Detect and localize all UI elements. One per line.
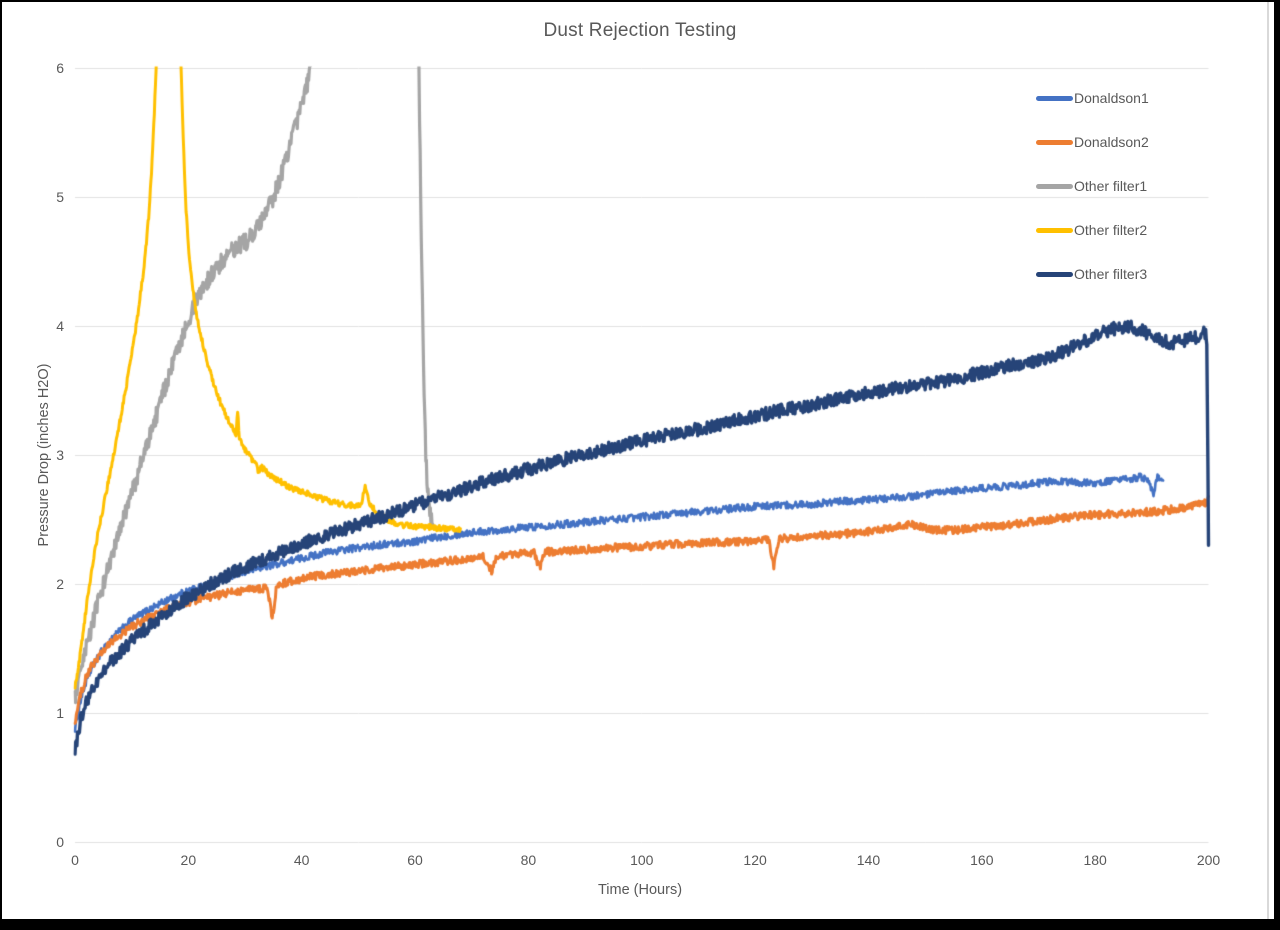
x-tick-label: 0 xyxy=(71,852,79,868)
x-tick-label: 20 xyxy=(180,852,197,868)
screen-border-top xyxy=(0,0,1280,2)
legend-label: Donaldson1 xyxy=(1074,90,1149,106)
legend-line-swatch xyxy=(1036,95,1073,101)
legend-line-swatch xyxy=(1036,227,1073,233)
x-tick-label: 80 xyxy=(520,852,537,868)
plot-area-right-border xyxy=(1267,2,1269,919)
y-tick-label: 6 xyxy=(56,60,64,76)
y-tick-label: 1 xyxy=(56,705,64,721)
x-tick-label: 120 xyxy=(743,852,767,868)
y-tick-label: 4 xyxy=(56,318,64,334)
legend-item-other-filter1: Other filter1 xyxy=(1036,164,1149,208)
x-tick-label: 200 xyxy=(1196,852,1221,868)
y-tick-label: 5 xyxy=(56,189,64,205)
screen-border-left xyxy=(0,0,2,930)
legend-line-swatch xyxy=(1036,183,1073,189)
screen-border-right xyxy=(1274,0,1280,930)
legend-item-other-filter3: Other filter3 xyxy=(1036,252,1149,296)
y-tick-label: 3 xyxy=(56,447,64,463)
x-tick-label: 140 xyxy=(856,852,881,868)
legend-item-other-filter2: Other filter2 xyxy=(1036,208,1149,252)
legend-label: Other filter1 xyxy=(1074,178,1148,194)
x-tick-label: 180 xyxy=(1083,852,1107,868)
screen-border-bottom xyxy=(0,919,1280,930)
chart-title: Dust Rejection Testing xyxy=(543,20,737,41)
y-tick-label: 0 xyxy=(56,834,64,850)
legend-item-donaldson2: Donaldson2 xyxy=(1036,120,1149,164)
legend-item-donaldson1: Donaldson1 xyxy=(1036,76,1149,120)
chart-legend: Donaldson1 Donaldson2 Other filter1 Other f… xyxy=(1036,76,1149,296)
x-tick-label: 100 xyxy=(630,852,654,868)
legend-label: Other filter2 xyxy=(1074,222,1148,238)
legend-line-swatch xyxy=(1036,271,1073,277)
legend-label: Donaldson2 xyxy=(1074,134,1149,150)
x-tick-label: 40 xyxy=(293,852,310,868)
legend-label: Other filter3 xyxy=(1074,266,1148,282)
x-tick-label: 160 xyxy=(970,852,994,868)
y-tick-label: 2 xyxy=(56,576,64,592)
legend-line-swatch xyxy=(1036,139,1073,145)
x-tick-label: 60 xyxy=(407,852,423,868)
x-axis-title: Time (Hours) xyxy=(597,882,683,898)
